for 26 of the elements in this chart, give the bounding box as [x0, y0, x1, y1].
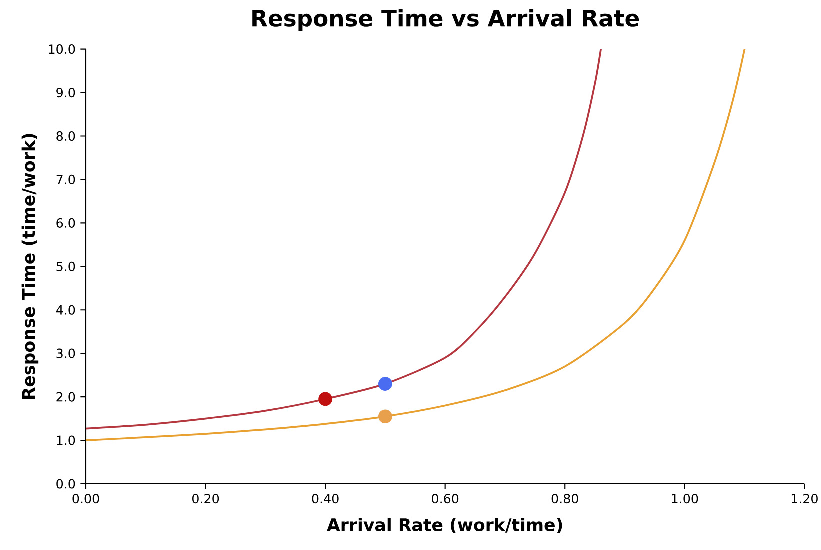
y-axis-title: Response Time (time/work) [22, 134, 39, 400]
x-tick-label: 0.20 [192, 494, 220, 504]
y-tick-label: 1.0 [57, 436, 76, 446]
y-tick-label: 10.0 [49, 44, 76, 54]
point [378, 410, 392, 424]
x-tick-label: 0.40 [312, 494, 339, 504]
x-tick-label: 0.60 [432, 494, 459, 504]
point [318, 392, 332, 406]
x-tick-label: 1.00 [672, 494, 698, 504]
y-tick-label: 6.0 [56, 218, 76, 228]
chart-title: Response Time vs Arrival Rate [252, 9, 640, 32]
x-tick-label: 1.20 [792, 494, 818, 504]
y-tick-label: 8.0 [56, 131, 76, 142]
x-axis-title: Arrival Rate (work/time) [327, 518, 562, 534]
point [378, 377, 392, 391]
y-tick-label: 5.0 [56, 262, 76, 272]
x-tick-label: 0.00 [72, 494, 100, 504]
y-tick-label: 9.0 [56, 88, 76, 98]
y-tick-label: 3.0 [56, 348, 76, 358]
y-tick-label: 2.0 [56, 392, 76, 402]
y-tick-label: 4.0 [56, 305, 76, 315]
x-tick-label: 0.80 [552, 494, 578, 504]
line-series [86, 49, 746, 442]
y-tick-label: 0.0 [56, 479, 76, 489]
line-series [86, 49, 602, 430]
y-tick-label: 7.0 [56, 174, 76, 185]
